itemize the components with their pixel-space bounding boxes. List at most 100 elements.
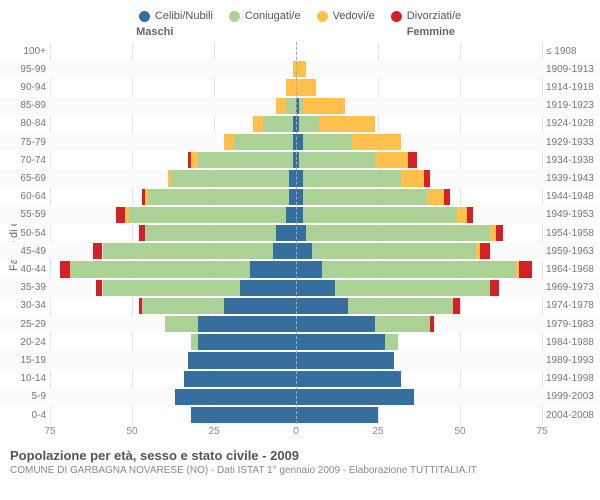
birth-year-label: 1984-1988 <box>542 337 598 348</box>
bar-segment <box>139 225 146 241</box>
age-row: 45-491959-1963 <box>0 242 600 260</box>
birth-year-label: 1909-1913 <box>542 64 598 75</box>
bar-segment <box>408 152 418 168</box>
female-bars <box>296 188 542 206</box>
birth-year-label: 1954-1958 <box>542 228 598 239</box>
male-bars <box>50 351 296 369</box>
age-row: 30-341974-1978 <box>0 297 600 315</box>
age-row: 90-941914-1918 <box>0 78 600 96</box>
male-bars <box>50 115 296 133</box>
age-row: 60-641944-1948 <box>0 188 600 206</box>
birth-year-label: 1924-1928 <box>542 118 598 129</box>
age-label: 80-84 <box>0 118 50 129</box>
bar-segment <box>253 116 263 132</box>
birth-year-label: 1959-1963 <box>542 246 598 257</box>
bar-segment <box>198 334 296 350</box>
bar-segment <box>322 261 516 277</box>
male-bars <box>50 406 296 424</box>
age-row: 15-191989-1993 <box>0 351 600 369</box>
bar-segment <box>145 189 148 205</box>
bar-segment <box>129 207 286 223</box>
age-row: 20-24 1984-1988 <box>0 333 600 351</box>
bar-segment <box>191 407 296 423</box>
birth-year-label: 1929-1933 <box>542 137 598 148</box>
legend-swatch <box>139 11 150 22</box>
bar-segment <box>240 280 296 296</box>
bar-segment <box>296 371 401 387</box>
x-tick-label: 25 <box>372 426 383 437</box>
female-bars <box>296 370 542 388</box>
age-row: 0-42004-2008 <box>0 406 600 424</box>
bar-segment <box>263 116 293 132</box>
age-row: 100+≤ 1908 <box>0 42 600 60</box>
bar-segment <box>430 316 433 332</box>
chart-title: Popolazione per età, sesso e stato civil… <box>10 448 590 463</box>
age-label: 25-29 <box>0 319 50 330</box>
bar-segment <box>296 407 378 423</box>
age-label: 0-4 <box>0 410 50 421</box>
bar-segment <box>148 189 289 205</box>
female-bars <box>296 333 542 351</box>
age-row: 80-84 1924-1928 <box>0 115 600 133</box>
birth-year-label: 1939-1943 <box>542 173 598 184</box>
x-tick-label: 50 <box>126 426 137 437</box>
male-bars <box>50 151 296 169</box>
age-label: 65-69 <box>0 173 50 184</box>
bar-segment <box>116 207 126 223</box>
x-tick-label: 50 <box>454 426 465 437</box>
birth-year-label: 1979-1983 <box>542 319 598 330</box>
legend-item: Vedovi/e <box>317 10 375 22</box>
birth-year-label: 1999-2003 <box>542 391 598 402</box>
male-bars <box>50 315 296 333</box>
age-row: 50-54 1954-1958 <box>0 224 600 242</box>
female-bars <box>296 351 542 369</box>
male-bars <box>50 78 296 96</box>
age-label: 20-24 <box>0 337 50 348</box>
age-label: 55-59 <box>0 209 50 220</box>
bar-segment <box>299 116 319 132</box>
bar-segment <box>457 207 467 223</box>
header-female: Femmine <box>407 26 455 38</box>
female-bars <box>296 115 542 133</box>
pyramid-chart: { "title": "Popolazione per età, sesso e… <box>0 0 600 500</box>
age-row: 40-441964-1968 <box>0 260 600 278</box>
bar-segment <box>168 170 171 186</box>
bar-segment <box>303 98 346 114</box>
female-bars <box>296 315 542 333</box>
legend-swatch <box>229 11 240 22</box>
female-bars <box>296 133 542 151</box>
bar-segment <box>286 79 296 95</box>
bar-segment <box>385 334 398 350</box>
bar-segment <box>375 316 431 332</box>
x-tick-label: 75 <box>44 426 55 437</box>
age-label: 30-34 <box>0 300 50 311</box>
bar-segment <box>276 98 286 114</box>
bar-segment <box>444 189 451 205</box>
age-label: 50-54 <box>0 228 50 239</box>
legend-label: Celibi/Nubili <box>155 10 213 22</box>
bar-segment <box>142 298 224 314</box>
bar-segment <box>198 316 296 332</box>
bar-segment <box>296 243 312 259</box>
bar-segment <box>303 189 428 205</box>
bar-segment <box>188 152 191 168</box>
male-bars <box>50 260 296 278</box>
male-bars <box>50 297 296 315</box>
bar-segment <box>352 134 401 150</box>
bar-segment <box>296 352 394 368</box>
age-row: 5-91999-2003 <box>0 388 600 406</box>
age-label: 75-79 <box>0 137 50 148</box>
birth-year-label: 1989-1993 <box>542 355 598 366</box>
bar-segment <box>224 298 296 314</box>
bar-segment <box>175 389 296 405</box>
female-bars <box>296 406 542 424</box>
bar-segment <box>490 280 500 296</box>
male-bars <box>50 42 296 60</box>
bar-segment <box>145 225 276 241</box>
bar-segment <box>103 243 274 259</box>
bar-segment <box>375 152 408 168</box>
bar-segment <box>296 261 322 277</box>
male-bars <box>50 224 296 242</box>
birth-year-label: 1914-1918 <box>542 82 598 93</box>
age-row: 35-391969-1973 <box>0 279 600 297</box>
